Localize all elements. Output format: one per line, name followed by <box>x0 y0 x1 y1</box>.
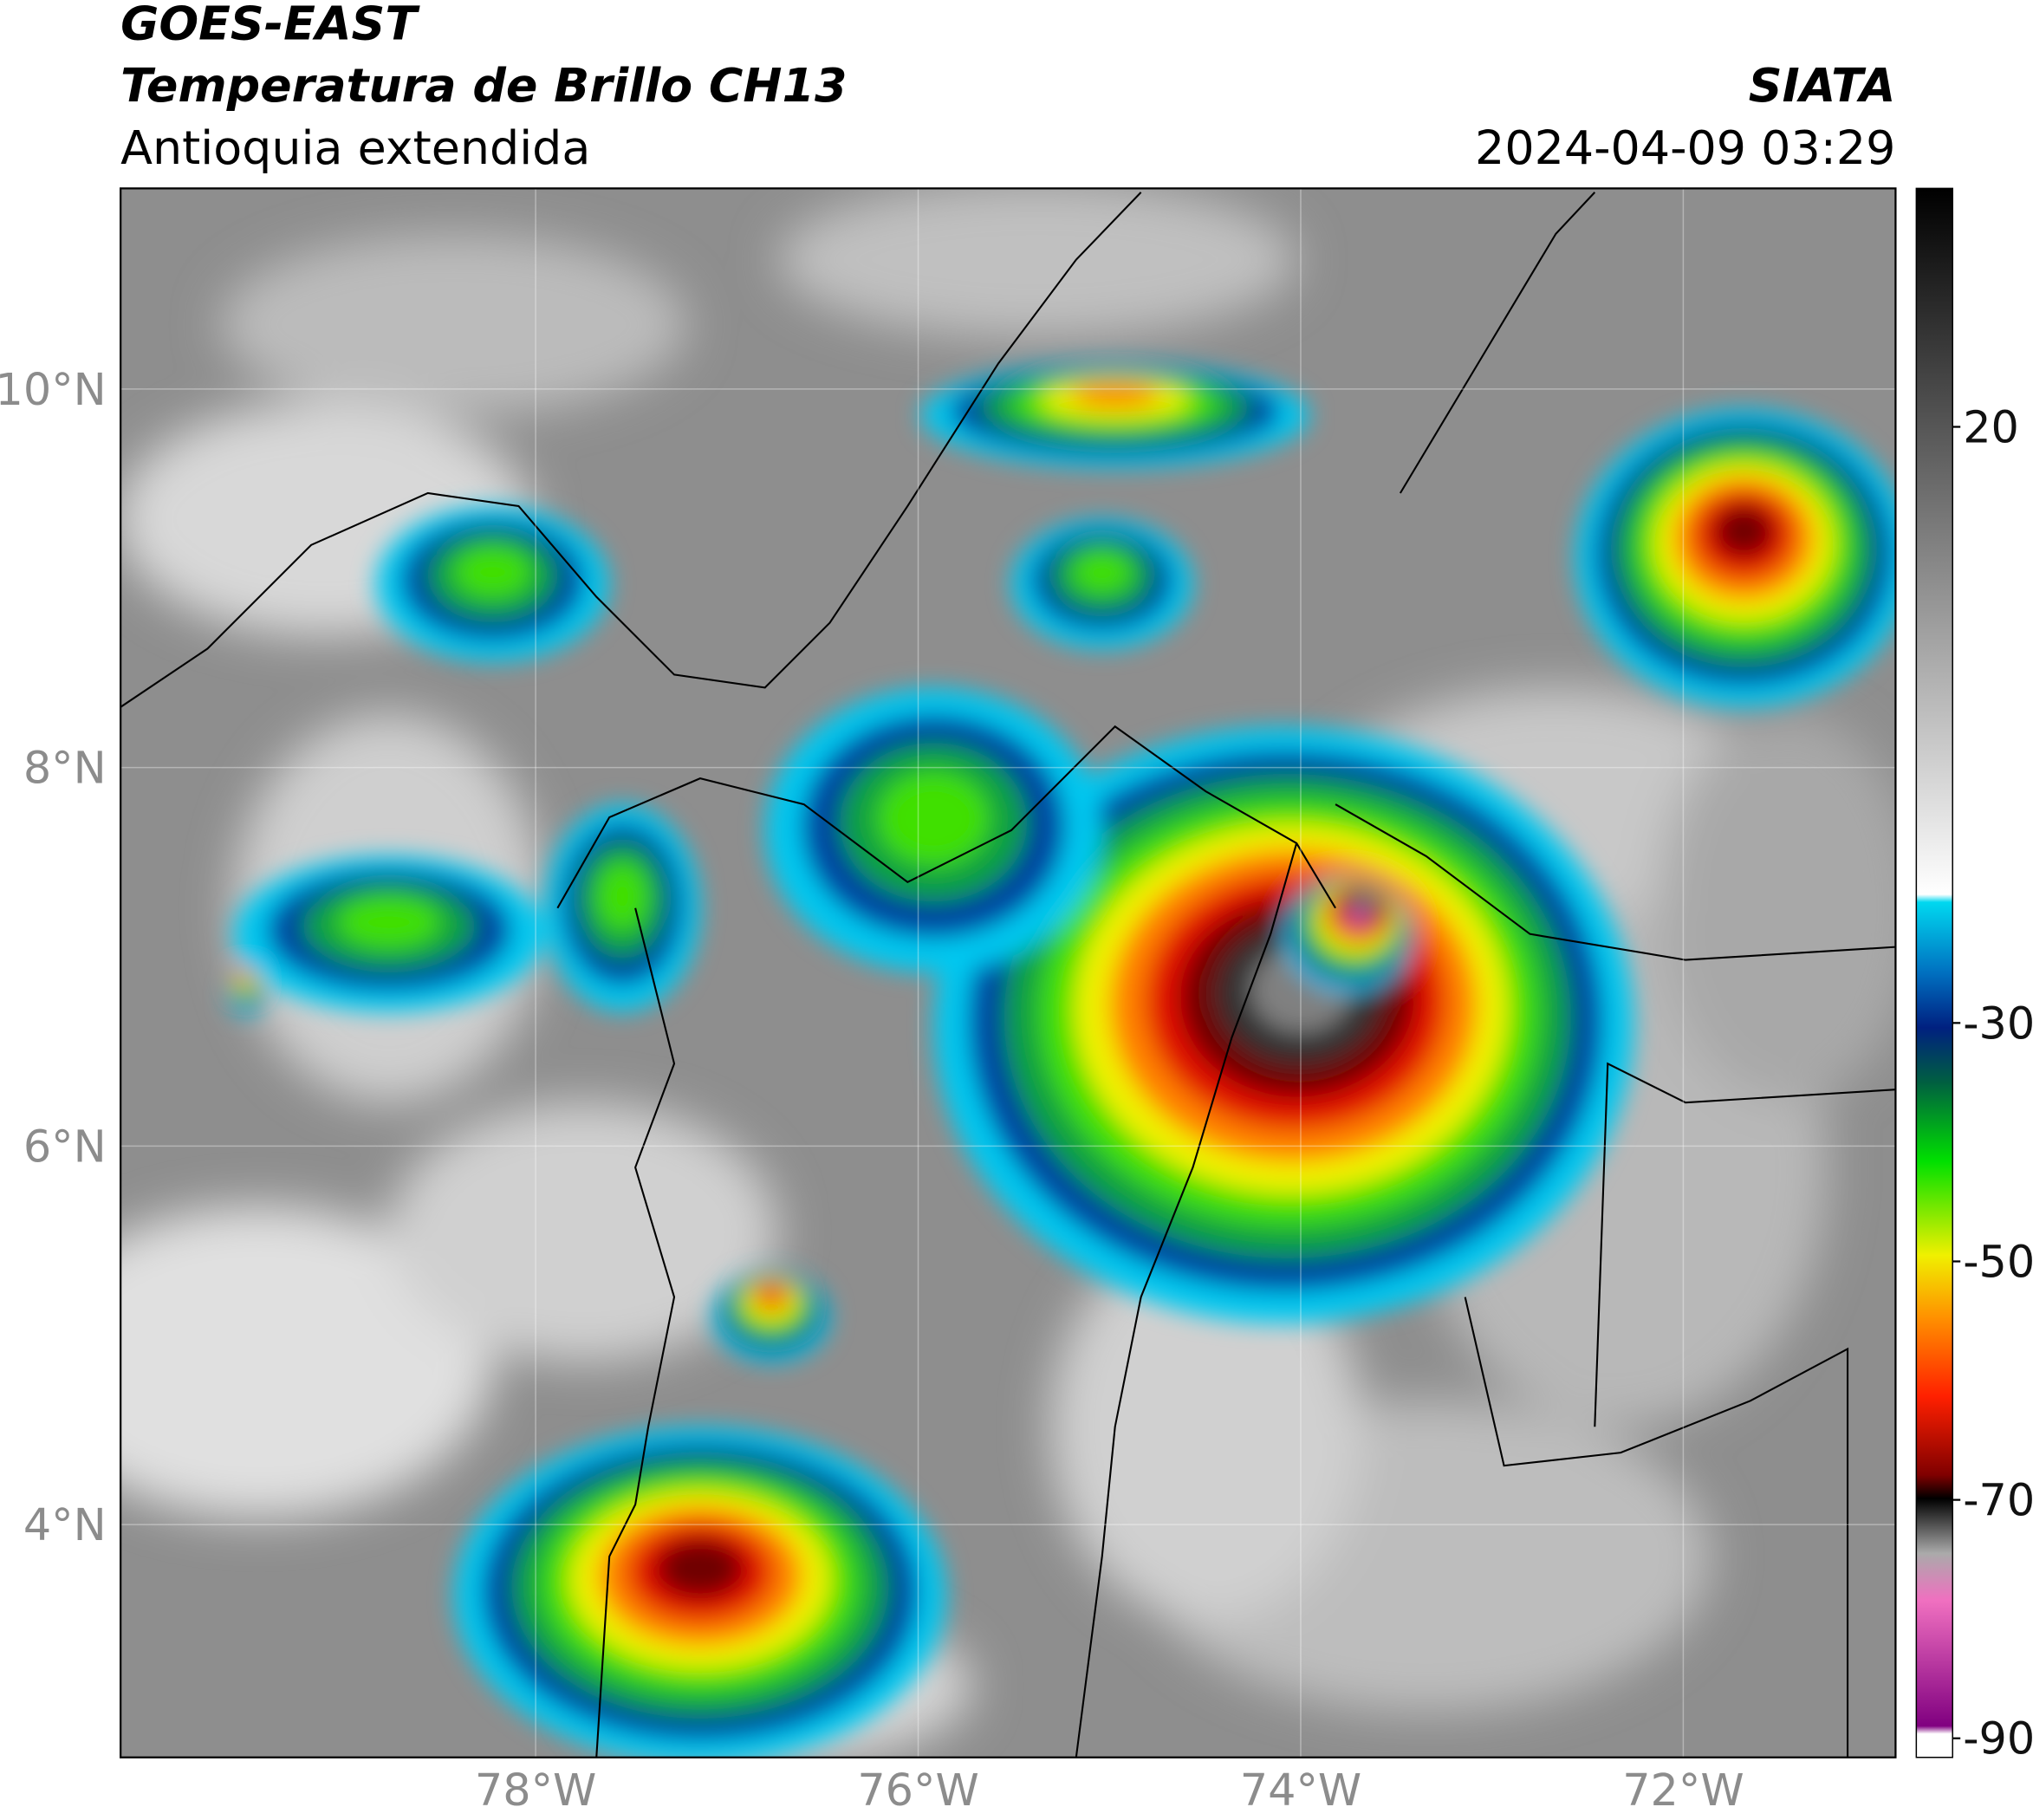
y-tick-label: 8°N <box>23 743 107 794</box>
region: Antioquia extendida <box>120 120 590 175</box>
border <box>1075 842 1298 1758</box>
colorbar-tick-label: -50 <box>1963 1236 2033 1287</box>
datetime: 2024-04-09 03:29 <box>1475 120 1895 175</box>
colorbar <box>1915 187 1953 1758</box>
storm-ring <box>1356 890 1375 907</box>
cloud <box>1660 713 1896 1103</box>
storm-ring <box>1069 383 1160 408</box>
colorbar-tick-label: 20 <box>1963 401 2019 452</box>
cloud <box>220 233 687 416</box>
source: GOES-EAST <box>120 0 420 50</box>
storm-ring <box>337 896 441 949</box>
storm-ring <box>243 965 250 972</box>
map <box>120 188 1896 1758</box>
border <box>1464 1297 1849 1758</box>
cloud <box>1049 1232 1361 1622</box>
cloud <box>388 1102 778 1362</box>
border <box>556 725 1336 909</box>
borders <box>120 192 1896 1758</box>
colorbar-tick-label: -90 <box>1963 1713 2033 1765</box>
storm-ring <box>877 770 991 867</box>
x-tick-label: 78°W <box>475 1765 596 1816</box>
title: Temperatura de Brillo CH13 <box>120 58 847 113</box>
colorbar-tick-label: -70 <box>1963 1475 2033 1526</box>
x-tick-label: 74°W <box>1240 1765 1361 1816</box>
storm-field <box>228 363 1896 1758</box>
org: SIATA <box>1749 58 1896 113</box>
y-tick-label: 10°N <box>0 364 107 415</box>
colorbar-tick-label: -30 <box>1963 998 2033 1049</box>
storm-ring <box>1071 550 1133 595</box>
storm-ring <box>656 1537 744 1598</box>
storm-ring <box>596 861 649 932</box>
border <box>1335 803 1896 961</box>
border <box>595 907 676 1758</box>
border <box>1399 192 1596 494</box>
map-frame <box>120 187 1897 1758</box>
border <box>120 192 1142 708</box>
storm-core <box>1348 907 1369 924</box>
x-tick-label: 72°W <box>1622 1765 1744 1816</box>
storm-ring <box>453 546 532 599</box>
y-tick-label: 6°N <box>23 1121 107 1172</box>
cloud <box>120 1206 493 1518</box>
x-tick-label: 76°W <box>857 1765 978 1816</box>
border <box>1594 1062 1896 1427</box>
storm-ring <box>759 1284 783 1303</box>
cloud <box>777 188 1297 338</box>
y-tick-label: 4°N <box>23 1499 107 1550</box>
storm-ring <box>1714 504 1774 557</box>
